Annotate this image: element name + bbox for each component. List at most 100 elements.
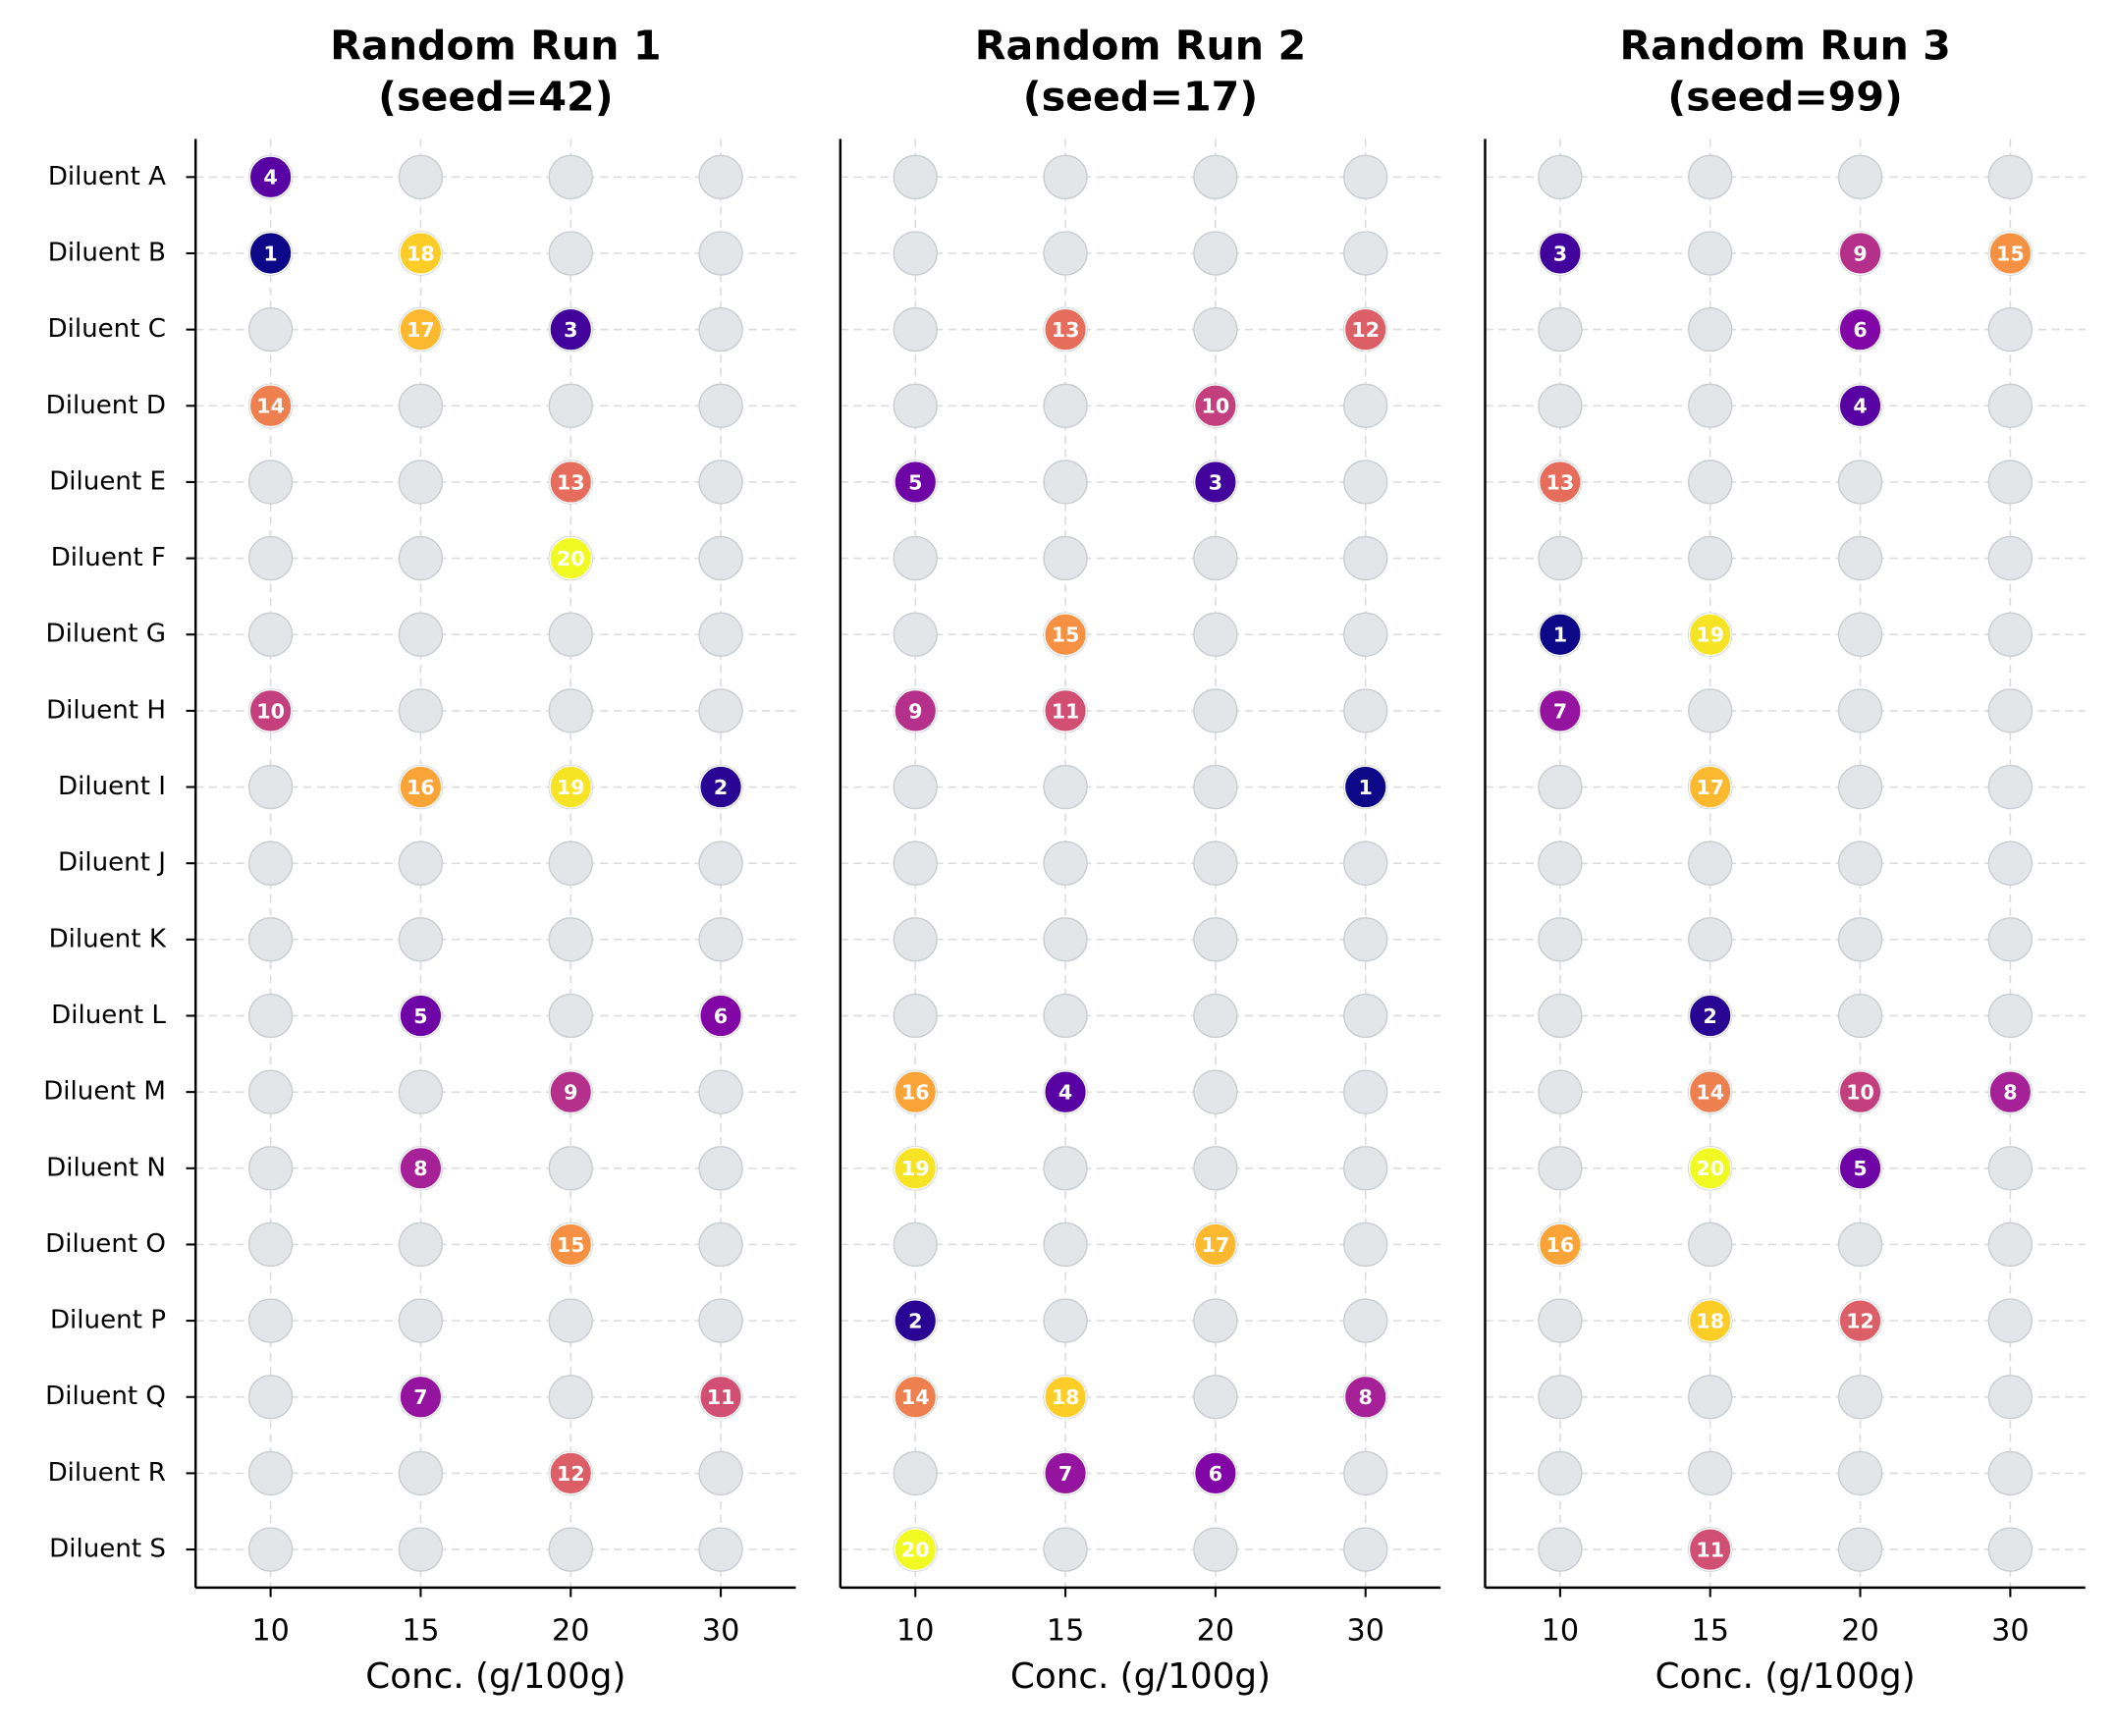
empty-well [548, 1298, 593, 1343]
empty-well [1343, 688, 1388, 733]
run-order-point [1988, 231, 2033, 275]
run-order-label: 5 [1853, 1157, 1867, 1180]
empty-well [1837, 917, 1883, 962]
run-order-label: 1 [1553, 624, 1567, 647]
run-order-label: 15 [1996, 242, 2025, 265]
run-order-label: 16 [901, 1081, 930, 1105]
empty-well [1987, 306, 2034, 353]
run-order-point [549, 536, 593, 580]
empty-well [398, 1069, 444, 1114]
y-tick-label: Diluent P [50, 1306, 166, 1335]
run-order-label: 20 [1696, 1157, 1724, 1180]
run-order-point [894, 688, 938, 732]
x-tick-label: 10 [251, 1614, 289, 1649]
empty-well [1043, 764, 1088, 810]
run-order-point [894, 460, 938, 504]
y-tick-label: Diluent R [48, 1458, 166, 1488]
run-order-label: 9 [1853, 242, 1867, 265]
empty-well [698, 231, 743, 276]
run-order-label: 3 [564, 318, 577, 342]
x-tick-label: 30 [1991, 1614, 2029, 1649]
run-order-label: 3 [1553, 242, 1567, 265]
empty-well [698, 688, 743, 733]
empty-well [1987, 460, 2034, 505]
run-order-label: 7 [413, 1385, 427, 1409]
run-order-point [1044, 307, 1088, 352]
empty-well [398, 612, 444, 657]
run-order-label: 14 [256, 395, 285, 418]
empty-well [698, 1221, 743, 1268]
empty-well [1343, 917, 1388, 962]
run-order-label: 10 [1202, 395, 1230, 418]
empty-well [1538, 1069, 1583, 1114]
run-order-point [1193, 1451, 1237, 1495]
empty-well [893, 231, 938, 276]
empty-well [1193, 1527, 1238, 1572]
empty-well [1987, 764, 2034, 810]
empty-well [1193, 612, 1238, 657]
empty-well [1193, 306, 1238, 353]
y-tick-label: Diluent L [51, 1001, 166, 1030]
empty-well [698, 1146, 743, 1191]
run-order-label: 16 [407, 776, 435, 799]
empty-well [247, 1375, 294, 1420]
empty-well [548, 612, 593, 657]
empty-well [1343, 535, 1388, 581]
empty-well [1193, 917, 1238, 962]
empty-well [893, 841, 938, 886]
empty-well [1538, 1146, 1583, 1191]
empty-well [1043, 1221, 1088, 1268]
run-order-label: 19 [557, 776, 585, 799]
empty-well [1043, 841, 1088, 886]
empty-well [1688, 460, 1733, 505]
run-order-point [1193, 460, 1237, 504]
empty-well [1688, 917, 1733, 962]
empty-well [1987, 1146, 2034, 1191]
empty-well [247, 612, 294, 657]
empty-well [1043, 535, 1088, 581]
empty-well [1043, 993, 1088, 1039]
run-order-label: 12 [557, 1462, 585, 1486]
empty-well [398, 917, 444, 962]
run-order-point [1838, 231, 1882, 275]
empty-well [1987, 1527, 2034, 1572]
run-order-label: 2 [908, 1309, 922, 1332]
empty-well [398, 154, 444, 199]
run-order-point [549, 307, 593, 352]
empty-well [1837, 993, 1883, 1039]
run-order-point [1343, 307, 1387, 352]
empty-well [1837, 460, 1883, 505]
empty-well [1987, 535, 2034, 581]
run-order-point [1538, 231, 1582, 275]
empty-well [1193, 154, 1238, 199]
run-order-label: 8 [2003, 1081, 2017, 1105]
empty-well [1193, 688, 1238, 733]
empty-well [398, 535, 444, 581]
run-order-point [1838, 307, 1882, 352]
run-order-point [248, 384, 293, 428]
empty-well [1538, 1450, 1583, 1496]
y-tick-label: Diluent D [46, 391, 166, 420]
empty-well [893, 306, 938, 353]
empty-well [1343, 841, 1388, 886]
empty-well [247, 841, 294, 886]
empty-well [1837, 612, 1883, 657]
empty-well [1538, 383, 1583, 428]
run-order-point [1193, 1222, 1237, 1267]
empty-well [1538, 841, 1583, 886]
run-order-point [894, 1146, 938, 1190]
empty-well [1193, 764, 1238, 810]
run-order-label: 7 [1058, 1462, 1072, 1486]
empty-well [1837, 841, 1883, 886]
run-order-point [1343, 765, 1387, 809]
empty-well [893, 1221, 938, 1268]
run-order-point [248, 231, 293, 275]
empty-well [1538, 1375, 1583, 1420]
empty-well [247, 306, 294, 353]
run-order-point [549, 460, 593, 504]
empty-well [893, 1450, 938, 1496]
run-order-label: 17 [407, 318, 435, 342]
